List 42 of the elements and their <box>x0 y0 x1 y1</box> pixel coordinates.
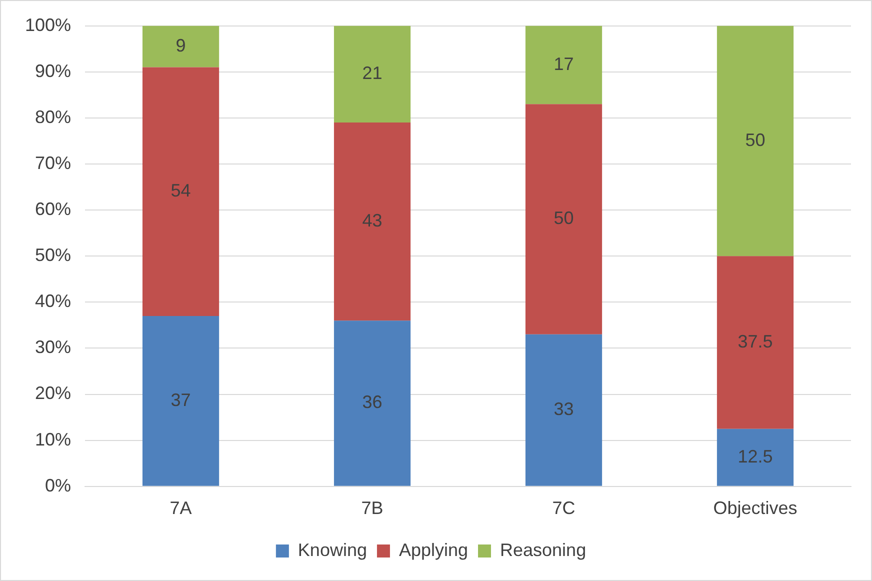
bar <box>716 256 794 429</box>
legend-label: Knowing <box>298 540 367 560</box>
bar <box>142 26 220 68</box>
y-tick-label: 10% <box>35 429 72 450</box>
y-tick-label: 70% <box>35 152 72 173</box>
x-tick-label: 7B <box>361 498 384 518</box>
y-tick-label: 40% <box>35 291 72 312</box>
data-label: 50 <box>554 208 574 228</box>
data-label: 12.5 <box>738 446 773 466</box>
bar <box>334 320 411 486</box>
y-tick-label: 20% <box>35 383 72 404</box>
data-label: 36 <box>362 392 382 412</box>
bar <box>525 104 602 334</box>
bar <box>525 26 602 104</box>
bar <box>334 26 411 123</box>
data-label: 17 <box>554 54 574 74</box>
legend-label: Reasoning <box>500 540 586 560</box>
data-label: 37 <box>170 390 191 410</box>
x-tick-label: Objectives <box>713 498 798 518</box>
data-label: 50 <box>745 130 766 150</box>
data-label: 21 <box>362 63 382 84</box>
x-tick-label: 7C <box>552 498 576 518</box>
y-tick-label: 90% <box>35 60 72 81</box>
bar <box>142 67 220 316</box>
y-tick-label: 60% <box>35 199 72 220</box>
bar <box>334 122 411 321</box>
y-tick-label: 30% <box>35 337 72 358</box>
bar <box>716 428 794 486</box>
data-label: 37.5 <box>738 331 773 352</box>
data-label: 9 <box>176 35 186 56</box>
legend-label: Applying <box>398 540 468 560</box>
data-label: 43 <box>362 210 382 231</box>
x-tick-label: 7A <box>170 498 192 518</box>
y-tick-label: 50% <box>35 245 72 266</box>
bar <box>716 26 794 256</box>
bar <box>142 316 220 486</box>
data-label: 33 <box>554 399 574 420</box>
y-tick-label: 100% <box>24 14 72 35</box>
bar <box>525 334 602 486</box>
y-tick-label: 0% <box>45 475 72 496</box>
y-tick-label: 80% <box>35 106 72 127</box>
data-label: 54 <box>170 180 191 201</box>
